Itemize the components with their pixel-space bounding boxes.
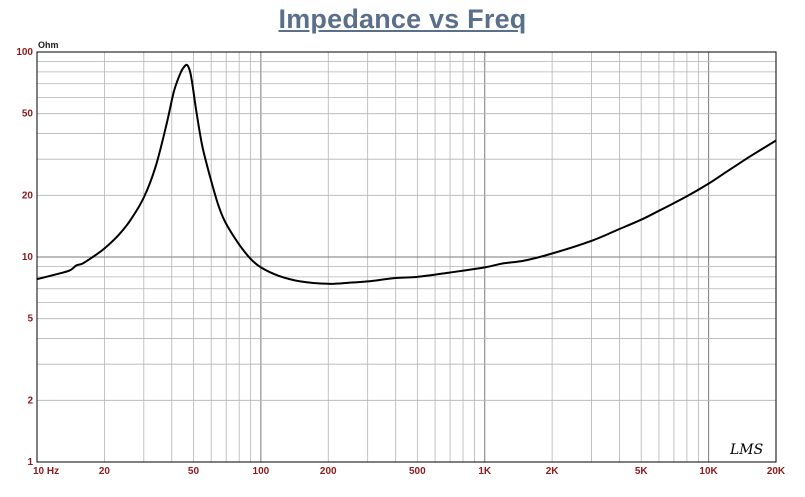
y-tick-label: 2 [27, 395, 33, 406]
x-tick-label: 500 [409, 466, 426, 477]
x-tick-label: 2K [546, 466, 560, 477]
plot-frame [36, 51, 777, 463]
x-tick-label: 50 [188, 466, 200, 477]
y-tick-label: 10 [22, 252, 34, 263]
grid [36, 52, 777, 463]
x-tick-label: 100 [253, 466, 270, 477]
y-tick-label: 1 [27, 457, 33, 468]
y-tick-label: 5 [27, 314, 33, 325]
x-tick-label: 5K [635, 466, 649, 477]
x-tick-label: 20 [99, 466, 111, 477]
x-tick-label: 200 [320, 466, 337, 477]
impedance-line [36, 63, 777, 285]
y-unit-label: Ohm [38, 40, 59, 50]
x-tick-label: 10 Hz [33, 466, 59, 477]
lms-logo: LMS [729, 442, 763, 458]
y-tick-label: 100 [16, 47, 33, 58]
x-tick-label: 20K [767, 466, 786, 477]
chart-title: Impedance vs Freq [278, 4, 527, 34]
y-tick-labels: 1 2 5 10 20 50 100 [16, 47, 33, 468]
x-tick-labels: 10 Hz 20 50 100 200 500 1K 2K 5K 10K 20K [33, 466, 786, 477]
x-tick-label: 1K [478, 466, 492, 477]
x-tick-label: 10K [699, 466, 718, 477]
y-tick-label: 50 [22, 109, 34, 120]
y-tick-label: 20 [22, 190, 34, 201]
